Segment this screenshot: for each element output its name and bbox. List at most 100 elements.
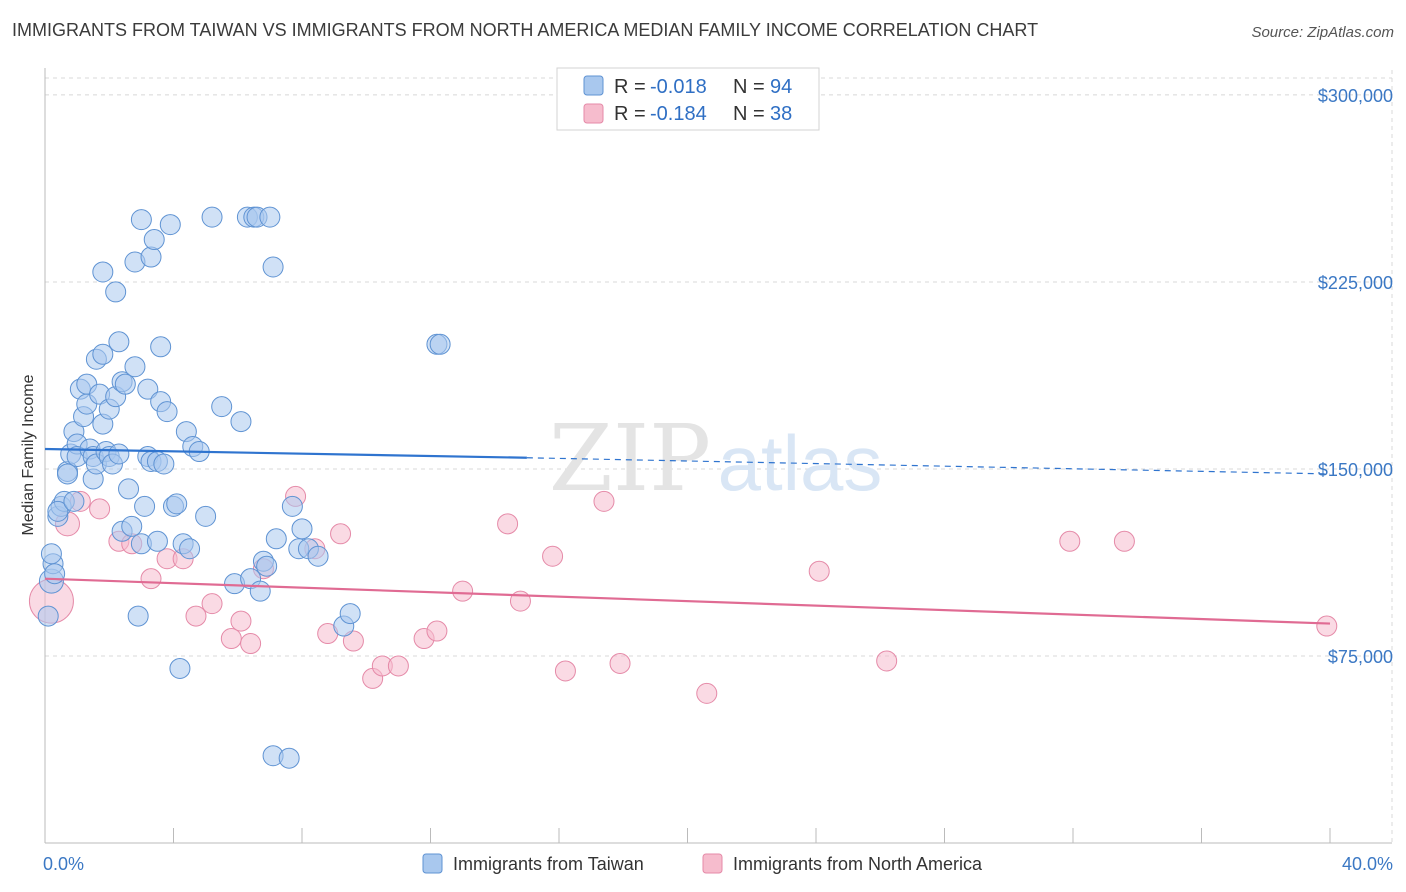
legend-n-value-taiwan: 94: [770, 76, 792, 98]
taiwan-point-81: [281, 495, 303, 517]
taiwan-point-0: [37, 605, 59, 627]
y-tick-label-3: $300,000: [1318, 86, 1393, 106]
legend-swatch-taiwan: [583, 75, 604, 96]
taiwan-point-90: [92, 261, 114, 283]
taiwan-point-92: [47, 500, 69, 522]
taiwan-point-54: [156, 401, 178, 423]
legend-swatch-na: [583, 103, 604, 124]
na-point-22: [387, 655, 409, 677]
x-tick-label-0: 0.0%: [43, 854, 84, 874]
na-point-28: [542, 545, 564, 567]
watermark-atlas: atlas: [718, 419, 883, 507]
legend-r-value-taiwan: -0.018: [650, 76, 707, 98]
taiwan-point-44: [137, 378, 159, 400]
bottom-legend-label-na: Immigrants from North America: [733, 854, 983, 874]
x-tick-label-1: 40.0%: [1342, 854, 1393, 874]
taiwan-point-52: [150, 336, 172, 358]
y-axis-label: Median Family Income: [20, 374, 37, 535]
na-point-37: [1316, 615, 1338, 637]
na-point-31: [609, 652, 631, 674]
legend-n-value-na: 38: [770, 103, 792, 125]
taiwan-point-57: [166, 493, 188, 515]
taiwan-point-37: [121, 515, 143, 537]
taiwan-point-58: [169, 657, 191, 679]
na-point-19: [342, 630, 364, 652]
bottom-legend-swatch-na: [702, 853, 723, 874]
taiwan-point-4: [40, 543, 62, 565]
na-point-6: [140, 568, 162, 590]
series-north-america-points: [28, 485, 1338, 704]
y-tick-labels: $75,000 $150,000 $225,000 $300,000: [1318, 86, 1393, 667]
taiwan-point-68: [230, 411, 252, 433]
na-point-24: [426, 620, 448, 642]
taiwan-point-38: [124, 356, 146, 378]
taiwan-point-80: [278, 747, 300, 769]
taiwan-point-75: [256, 555, 278, 577]
taiwan-point-55: [159, 214, 181, 236]
taiwan-trend-dashed: [526, 457, 1331, 475]
grid-lines: [45, 70, 1393, 843]
na-point-12: [230, 610, 252, 632]
na-point-3: [89, 498, 111, 520]
taiwan-point-65: [201, 206, 223, 228]
taiwan-point-93: [63, 490, 85, 512]
taiwan-point-78: [265, 528, 287, 550]
taiwan-point-77: [262, 256, 284, 278]
taiwan-point-43: [134, 495, 156, 517]
taiwan-point-35: [114, 373, 136, 395]
na-point-18: [330, 523, 352, 545]
taiwan-point-36: [118, 478, 140, 500]
source-label: Source: ZipAtlas.com: [1251, 24, 1394, 41]
na-trend-line: [44, 577, 1331, 625]
taiwan-point-82: [291, 518, 313, 540]
taiwan-point-73: [249, 580, 271, 602]
top-legend: R = -0.018 N = 94 R = -0.184 N = 38: [556, 67, 820, 131]
taiwan-trend-solid: [44, 447, 527, 459]
taiwan-point-49: [146, 530, 168, 552]
x-tick-labels: 0.0% 40.0%: [43, 854, 1393, 874]
taiwan-point-24: [92, 343, 114, 365]
y-tick-label-1: $150,000: [1318, 460, 1393, 480]
na-point-10: [201, 593, 223, 615]
y-tick-label-0: $75,000: [1328, 647, 1393, 667]
taiwan-point-41: [130, 209, 152, 231]
na-point-29: [554, 660, 576, 682]
na-point-26: [497, 513, 519, 535]
trend-lines: [44, 447, 1331, 625]
taiwan-point-64: [195, 505, 217, 527]
na-point-25: [452, 580, 474, 602]
series-taiwan-points: [37, 206, 451, 769]
taiwan-point-9: [56, 463, 78, 485]
na-point-32: [696, 682, 718, 704]
bottom-legend: Immigrants from Taiwan Immigrants from N…: [422, 853, 983, 874]
legend-n-label-taiwan: N =: [733, 76, 765, 98]
na-point-34: [876, 650, 898, 672]
taiwan-point-66: [211, 396, 233, 418]
bottom-legend-swatch-taiwan: [422, 853, 443, 874]
taiwan-point-76: [259, 206, 281, 228]
legend-r-value-na: -0.184: [650, 103, 707, 125]
na-point-13: [240, 633, 262, 655]
axes: [44, 68, 1392, 844]
na-point-11: [220, 628, 242, 650]
taiwan-point-3: [44, 563, 66, 585]
legend-r-label-taiwan: R =: [614, 76, 646, 98]
watermark: ZIP atlas: [549, 405, 882, 512]
na-point-9: [185, 605, 207, 627]
taiwan-point-53: [153, 453, 175, 475]
na-point-36: [1113, 530, 1135, 552]
taiwan-point-31: [108, 443, 130, 465]
na-point-30: [593, 490, 615, 512]
taiwan-point-85: [307, 545, 329, 567]
taiwan-point-48: [143, 229, 165, 251]
bottom-legend-label-taiwan: Immigrants from Taiwan: [453, 854, 644, 874]
taiwan-point-89: [429, 333, 451, 355]
taiwan-point-91: [105, 281, 127, 303]
taiwan-point-46: [140, 246, 162, 268]
legend-r-label-na: R =: [614, 103, 646, 125]
na-point-35: [1059, 530, 1081, 552]
legend-n-label-na: N =: [733, 103, 765, 125]
taiwan-point-32: [108, 331, 130, 353]
na-point-33: [808, 560, 830, 582]
